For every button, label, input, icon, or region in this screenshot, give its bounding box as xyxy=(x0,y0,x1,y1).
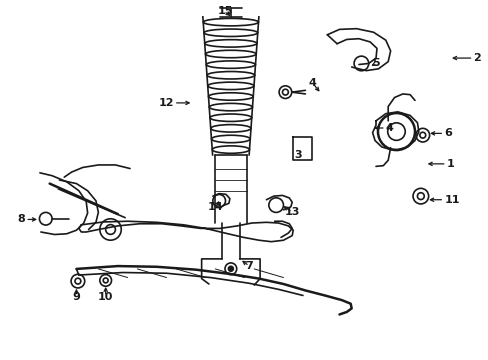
Text: 3: 3 xyxy=(294,150,301,160)
Text: 10: 10 xyxy=(98,292,113,302)
Text: 7: 7 xyxy=(245,261,253,271)
Text: 4: 4 xyxy=(385,123,393,133)
Text: 15: 15 xyxy=(217,6,232,17)
Text: 13: 13 xyxy=(284,207,299,217)
Text: 5: 5 xyxy=(371,58,379,68)
Text: 9: 9 xyxy=(72,292,80,302)
Text: 8: 8 xyxy=(18,215,25,224)
Text: 6: 6 xyxy=(443,129,451,138)
Text: 11: 11 xyxy=(443,195,459,205)
Text: 12: 12 xyxy=(158,98,174,108)
Text: 4: 4 xyxy=(308,78,316,88)
Text: 1: 1 xyxy=(446,159,453,169)
Circle shape xyxy=(228,266,233,271)
Text: 14: 14 xyxy=(207,202,223,212)
Text: 2: 2 xyxy=(472,53,480,63)
